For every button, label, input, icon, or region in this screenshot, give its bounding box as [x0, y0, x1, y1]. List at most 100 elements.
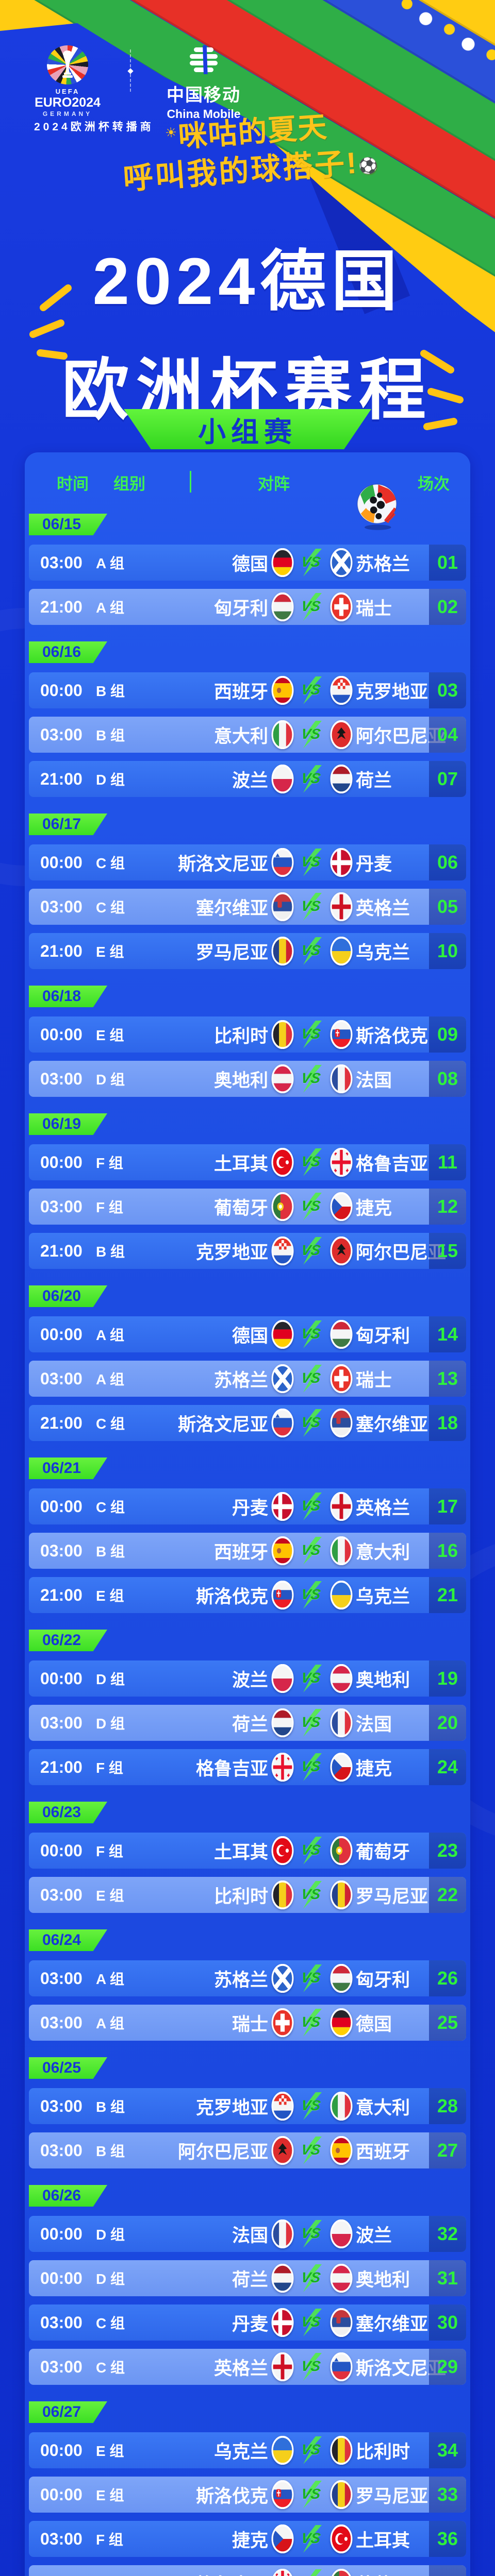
- away-team: 瑞士: [356, 1370, 392, 1391]
- home-flag: [271, 765, 294, 793]
- match-row: 21:00 E 组 罗马尼亚 VS 乌克兰 10: [29, 933, 466, 969]
- away-team: 罗马尼亚: [356, 1886, 428, 1907]
- vs-lightning: VS: [297, 2264, 327, 2292]
- flag-icon-czech: [271, 2524, 294, 2553]
- matchup: 波兰 VS 奥地利: [158, 1664, 466, 1693]
- matchup: 丹麦 VS 塞尔维亚: [158, 2308, 466, 2337]
- away-team: 罗马尼亚: [356, 2486, 428, 2506]
- away-team: 捷克: [356, 1758, 392, 1779]
- vs-label: VS: [300, 2014, 322, 2030]
- away-flag: [330, 676, 353, 705]
- vs-lightning: VS: [297, 1837, 327, 1865]
- uefa-euro2024-logo: UEFA EURO2024 GERMANY: [19, 45, 117, 117]
- match-row: 03:00 B 组 克罗地亚 VS 意大利 28: [29, 2088, 466, 2124]
- column-matchno: 场次: [418, 475, 450, 493]
- match-number: 27: [429, 2132, 466, 2168]
- matchup: 西班牙 VS 克罗地亚: [158, 676, 466, 705]
- match-number: 11: [429, 1144, 466, 1180]
- flag-icon-romania: [271, 937, 294, 965]
- vs-label: VS: [300, 1542, 322, 1558]
- vs-lightning: VS: [297, 937, 327, 965]
- match-row: 03:00 C 组 丹麦 VS 塞尔维亚 30: [29, 2304, 466, 2341]
- flag-icon-spain: [271, 676, 294, 705]
- match-row: 00:00 A 组 德国 VS 匈牙利 14: [29, 1316, 466, 1352]
- away-team: 法国: [356, 1714, 392, 1735]
- away-flag: [330, 2352, 353, 2381]
- home-flag: [271, 1364, 294, 1393]
- match-number: 21: [429, 1577, 466, 1613]
- match-time: 00:00: [40, 2268, 82, 2287]
- flag-icon-belgium: [330, 2436, 353, 2465]
- matchup: 西班牙 VS 意大利: [158, 1536, 466, 1565]
- vs-lightning: VS: [297, 1237, 327, 1265]
- home-flag: [271, 1836, 294, 1865]
- match-time: 03:00: [40, 1969, 82, 1988]
- match-group: B 组: [96, 2099, 125, 2115]
- home-team: 塞尔维亚: [195, 898, 268, 919]
- date-badge: 06/18: [29, 986, 107, 1007]
- matchup: 比利时 VS 罗马尼亚: [158, 1880, 466, 1909]
- home-team: 波兰: [232, 1670, 268, 1690]
- away-flag: [330, 1964, 353, 1993]
- home-team: 丹麦: [232, 2314, 268, 2334]
- match-row: 03:00 C 组英格兰 VS 斯洛文尼亚 29: [29, 2349, 466, 2385]
- flag-icon-hungary: [271, 592, 294, 621]
- vs-lightning: VS: [297, 2569, 327, 2576]
- sun-doodle-icon: ☀: [164, 124, 179, 141]
- home-team: 波兰: [232, 770, 268, 791]
- vs-label: VS: [300, 2530, 322, 2546]
- match-number: 05: [429, 889, 466, 925]
- home-team: 斯洛文尼亚: [177, 1414, 268, 1435]
- home-flag: [271, 2480, 294, 2509]
- vs-lightning: VS: [297, 1409, 327, 1437]
- home-team: 土耳其: [213, 1154, 268, 1174]
- match-group: C 组: [96, 855, 125, 871]
- away-flag: [330, 1236, 353, 1265]
- matchup: 丹麦 VS 英格兰: [158, 1492, 466, 1521]
- home-team: 奥地利: [213, 1070, 268, 1091]
- vs-lightning: VS: [297, 1148, 327, 1176]
- match-row: 00:00 E 组 斯洛伐克 VS 罗马尼亚 33: [29, 2477, 466, 2513]
- flag-icon-albania: [271, 2136, 294, 2165]
- match-number: 08: [429, 1061, 466, 1097]
- home-team: 西班牙: [213, 1542, 268, 1563]
- match-group: B 组: [96, 2143, 125, 2159]
- vs-lightning: VS: [297, 1665, 327, 1692]
- vs-lightning: VS: [297, 893, 327, 921]
- away-flag: [330, 2480, 353, 2509]
- home-team: 克罗地亚: [195, 1242, 268, 1263]
- date-badge: 06/16: [29, 641, 107, 663]
- match-row: 00:00 D 组 法国 VS 波兰 32: [29, 2216, 466, 2252]
- vs-lightning: VS: [297, 2137, 327, 2164]
- away-flag: [330, 592, 353, 621]
- flag-icon-switzerland: [271, 2008, 294, 2037]
- match-number: 36: [429, 2521, 466, 2557]
- home-team: 西班牙: [213, 682, 268, 702]
- flag-icon-hungary: [330, 1320, 353, 1349]
- date-badge: 06/25: [29, 2057, 107, 2079]
- home-team: 匈牙利: [213, 598, 268, 619]
- vs-lightning: VS: [297, 849, 327, 876]
- match-row: 03:00 A 组 德国 VS 苏格兰 01: [29, 545, 466, 581]
- match-group: E 组: [96, 1027, 124, 1043]
- home-flag: [271, 1064, 294, 1093]
- home-flag: [271, 2219, 294, 2248]
- vs-lightning: VS: [297, 549, 327, 577]
- away-flag: [330, 1148, 353, 1177]
- flag-icon-england: [271, 2352, 294, 2381]
- home-flag: [271, 1880, 294, 1909]
- flag-icon-portugal: [331, 2569, 352, 2576]
- vs-label: VS: [300, 1758, 322, 1774]
- group-stage-banner: 小组赛: [124, 409, 371, 449]
- matchup: 法国 VS 波兰: [158, 2219, 466, 2248]
- matchup: 波兰 VS 荷兰: [158, 765, 466, 793]
- home-team: 克罗地亚: [195, 2097, 268, 2118]
- flag-icon-austria: [330, 1664, 353, 1693]
- away-flag: [330, 765, 353, 793]
- away-flag: [330, 2308, 353, 2337]
- match-time: 00:00: [40, 1153, 82, 1172]
- away-flag: [330, 1708, 353, 1737]
- flag-icon-austria: [330, 2264, 353, 2293]
- vs-label: VS: [300, 1714, 322, 1730]
- match-row: 03:00 E 组 比利时 VS 罗马尼亚 22: [29, 1877, 466, 1913]
